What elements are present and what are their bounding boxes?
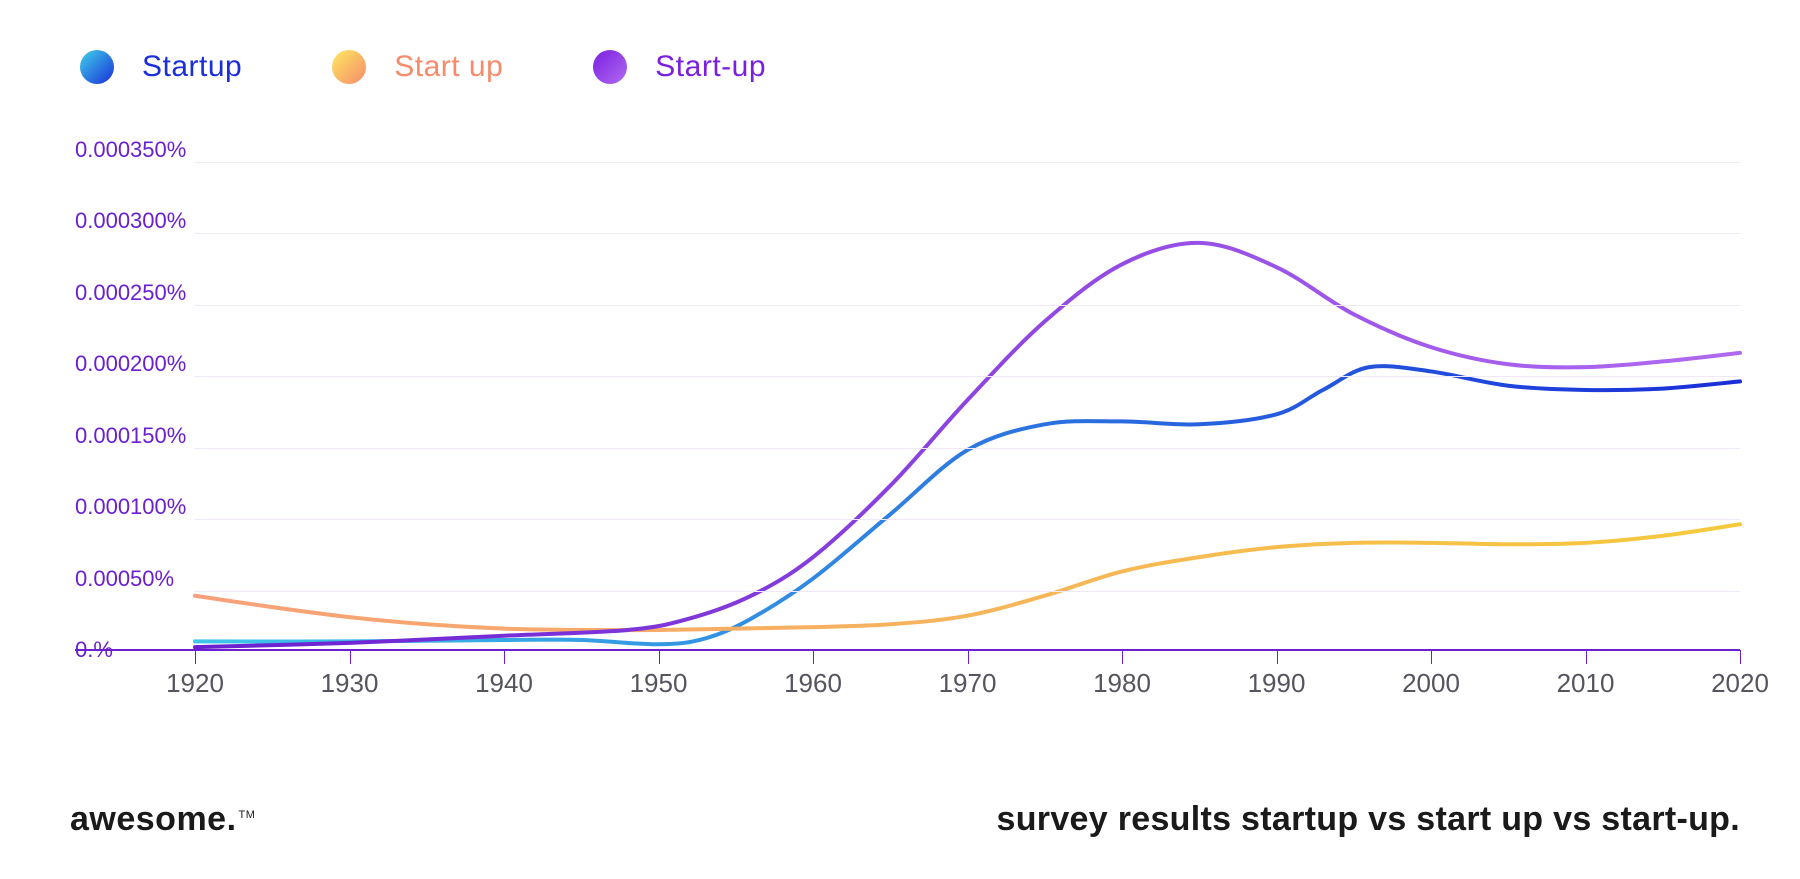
x-axis-labels: 1920193019401950196019701980199020002010…: [195, 650, 1740, 710]
series-line-startup: [195, 366, 1740, 644]
legend: Startup Start up Start-up: [70, 40, 1740, 84]
legend-label: Start up: [394, 50, 503, 84]
plot-region: [195, 150, 1740, 650]
x-tick: [1277, 650, 1278, 664]
x-tick: [1431, 650, 1432, 664]
series-line-start-up: [195, 243, 1740, 647]
x-tick: [968, 650, 969, 664]
brand-logo: awesome.TM: [70, 800, 255, 839]
y-tick-label: 0.000300%: [75, 208, 186, 234]
gridline: [195, 376, 1740, 377]
legend-swatch-startup: [80, 50, 114, 84]
x-tick: [1122, 650, 1123, 664]
chart-caption: survey results startup vs start up vs st…: [997, 800, 1740, 839]
brand-tm: TM: [239, 809, 256, 821]
x-tick: [1586, 650, 1587, 664]
y-axis-labels: 0.000350%0.000300%0.000250%0.000200%0.00…: [75, 150, 215, 710]
x-tick-label: 1970: [939, 668, 997, 699]
gridline: [195, 162, 1740, 163]
legend-swatch-start-up-space: [332, 50, 366, 84]
legend-label: Startup: [142, 50, 242, 84]
x-tick-label: 1950: [630, 668, 688, 699]
y-tick-label: 0.000250%: [75, 280, 186, 306]
gridline: [195, 448, 1740, 449]
x-tick-label: 2020: [1711, 668, 1769, 699]
y-tick-label: 0.000350%: [75, 137, 186, 163]
legend-label: Start-up: [655, 50, 766, 84]
x-tick-label: 1940: [475, 668, 533, 699]
chart-svg: [195, 150, 1740, 650]
y-tick-label: 0.000200%: [75, 351, 186, 377]
x-tick-label: 1920: [166, 668, 224, 699]
gridline: [195, 233, 1740, 234]
x-tick: [659, 650, 660, 664]
y-tick-label: 0.000100%: [75, 494, 186, 520]
x-tick: [813, 650, 814, 664]
x-tick-label: 1980: [1093, 668, 1151, 699]
x-tick-label: 1930: [321, 668, 379, 699]
legend-item-startup: Startup: [80, 50, 242, 84]
legend-item-start-up-space: Start up: [332, 50, 503, 84]
x-tick: [350, 650, 351, 664]
x-tick: [504, 650, 505, 664]
series-line-start-up: [195, 524, 1740, 630]
x-tick-label: 2000: [1402, 668, 1460, 699]
x-tick-label: 1960: [784, 668, 842, 699]
y-tick-label: 0.000150%: [75, 423, 186, 449]
gridline: [195, 519, 1740, 520]
brand-text: awesome.: [70, 800, 237, 838]
legend-item-start-up-hyphen: Start-up: [593, 50, 766, 84]
x-tick-label: 1990: [1248, 668, 1306, 699]
x-tick: [1740, 650, 1741, 664]
chart-area: 0.000350%0.000300%0.000250%0.000200%0.00…: [75, 150, 1740, 710]
legend-swatch-start-up-hyphen: [593, 50, 627, 84]
footer: awesome.TM survey results startup vs sta…: [70, 800, 1740, 839]
gridline: [195, 591, 1740, 592]
x-tick: [195, 650, 196, 664]
gridline: [195, 305, 1740, 306]
x-tick-label: 2010: [1557, 668, 1615, 699]
y-tick-label: 0.00050%: [75, 566, 174, 592]
